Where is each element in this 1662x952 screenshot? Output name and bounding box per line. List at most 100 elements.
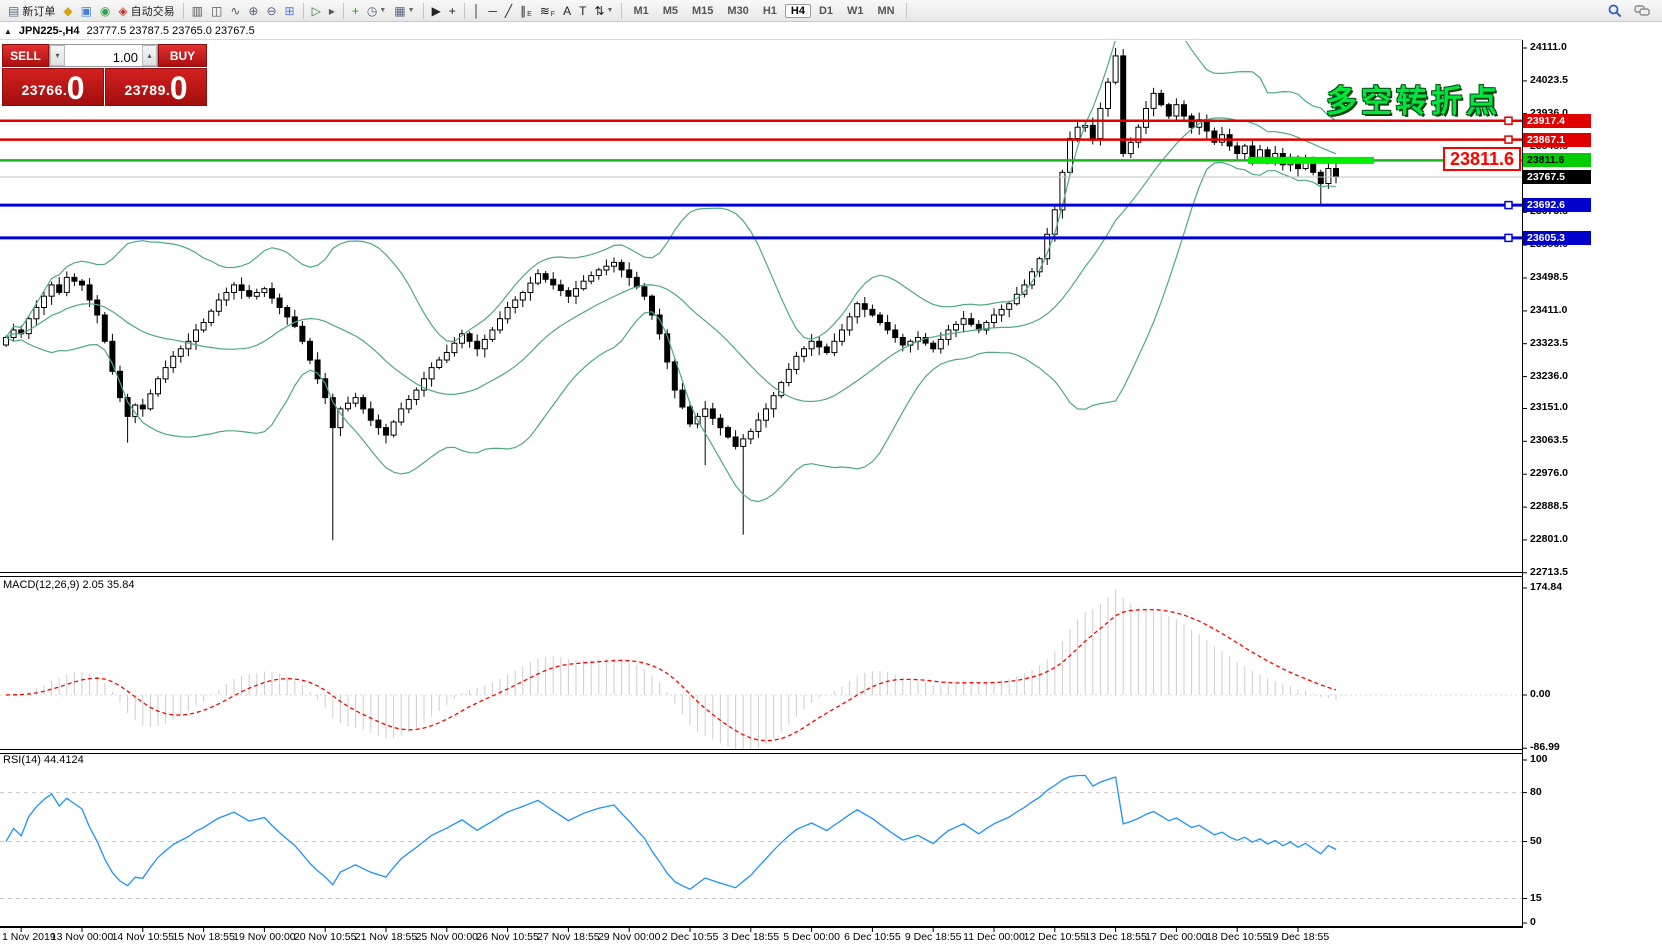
chart-shift-icon: ▸: [328, 3, 335, 18]
macd-tick-label: 0.00: [1530, 688, 1551, 700]
timeframe-toolbar: M1 M5 M15 M30 H1 H4 D1 W1 MN: [626, 2, 910, 19]
timeframe-d1[interactable]: D1: [818, 4, 833, 17]
icon-subscript: E: [527, 10, 532, 18]
one-click-trading-widget: SELL ▾ ▴ BUY 23766.0 23789.0: [2, 44, 207, 106]
time-tick-label: 6 Dec 10:55: [844, 931, 901, 943]
volume-input[interactable]: [65, 45, 142, 66]
timeframe-m1[interactable]: M1: [633, 4, 649, 17]
timeframe-w1[interactable]: W1: [847, 4, 864, 17]
new-order-button[interactable]: ▤ 新订单: [5, 2, 58, 20]
rsi-indicator-label: RSI(14) 44.4124: [3, 754, 84, 766]
templates-button[interactable]: ▦ ▼: [391, 2, 417, 20]
search-icon[interactable]: [1608, 4, 1622, 18]
arrows-button[interactable]: ⇅ ▼: [591, 2, 616, 20]
symbol-timeframe-label: JPN225-,H4: [18, 25, 80, 37]
trendline-icon: ╱: [504, 3, 513, 18]
volume-decrease-button[interactable]: ▾: [50, 45, 65, 66]
journal-icon[interactable]: ◆: [60, 2, 75, 20]
text-label-icon: T: [579, 3, 587, 18]
price-level-callout: 23811.6: [1443, 147, 1521, 171]
zoom-in-button[interactable]: ⊕: [245, 2, 261, 20]
toolbar-separator: [422, 2, 424, 19]
vertical-line-button[interactable]: │: [470, 2, 484, 20]
time-tick-label: 25 Nov 00:00: [415, 931, 479, 943]
signals-icon[interactable]: ◉: [97, 2, 113, 20]
chat-icon[interactable]: [1634, 4, 1650, 18]
auto-trading-button[interactable]: ◈ 自动交易: [115, 2, 177, 20]
collapse-panel-icon[interactable]: ▲: [4, 26, 12, 36]
zoom-in-icon: ⊕: [248, 3, 259, 18]
sell-button[interactable]: SELL: [2, 44, 49, 67]
crosshair-button[interactable]: +: [446, 2, 459, 20]
sell-price-display[interactable]: 23766. 0: [2, 68, 104, 106]
price-tick-label: 23151.0: [1530, 401, 1568, 414]
timeframe-mn[interactable]: MN: [877, 4, 895, 17]
price-line-label: 23867.1: [1523, 132, 1591, 147]
timeframe-h4[interactable]: H4: [784, 3, 811, 18]
time-tick-label: 9 Dec 18:55: [904, 931, 962, 943]
text-label-button[interactable]: T: [576, 2, 589, 20]
time-tick-label: 5 Dec 00:00: [783, 931, 840, 943]
price-tick-label: 22713.5: [1530, 565, 1568, 578]
price-tick-label: 24023.5: [1530, 73, 1568, 86]
fibonacci-button[interactable]: ≋ F: [537, 2, 558, 20]
horizontal-line-icon: ─: [488, 3, 497, 18]
zoom-out-button[interactable]: ⊖: [263, 2, 279, 20]
candlestick-chart-button[interactable]: ◫: [208, 2, 225, 20]
auto-scroll-button[interactable]: ▷: [309, 2, 324, 20]
ohlc-values: 23777.5 23787.5 23765.0 23767.5: [86, 25, 255, 37]
buy-button[interactable]: BUY: [158, 44, 207, 67]
crosshair-icon: +: [448, 3, 456, 18]
toolbar-separator: [905, 2, 907, 19]
price-tick-label: 22888.5: [1530, 500, 1568, 513]
line-chart-button[interactable]: ∿: [227, 2, 243, 20]
equidistant-channel-button[interactable]: ∥ E: [517, 2, 535, 20]
chart-shift-button[interactable]: ▸: [326, 2, 338, 20]
time-tick-label: 26 Nov 10:55: [476, 931, 539, 943]
publisher-icon[interactable]: ▣: [78, 2, 95, 20]
tile-windows-icon: ⊞: [284, 3, 295, 18]
time-tick-label: 15 Nov 18:55: [172, 931, 235, 943]
price-tick-label: 23498.5: [1530, 271, 1568, 283]
trendline-button[interactable]: ╱: [502, 2, 515, 20]
time-tick-label: 1 Nov 2019: [2, 931, 56, 943]
toolbar-buttons-group: ▤ 新订单 ◆ ▣ ◉ ◈ 自动交易 ▥ ◫ ∿ ⊕ ⊖ ⊞ ▷ ▸ + ◷ ▼ ▦ ▼ ▶ + │ ─ ╱ ∥ E ≋ F A T ⇅ ▼: [4, 2, 626, 20]
timeframe-m5[interactable]: M5: [662, 4, 678, 17]
cursor-button[interactable]: ▶: [429, 2, 444, 20]
horizontal-line-button[interactable]: ─: [485, 2, 500, 20]
timeframe-h1[interactable]: H1: [762, 4, 777, 17]
templates-icon: ▦: [394, 3, 406, 18]
timeframe-m15[interactable]: M15: [692, 4, 714, 17]
auto-trading-icon: ◈: [118, 3, 128, 18]
text-icon: A: [563, 3, 572, 18]
text-button[interactable]: A: [560, 2, 574, 20]
publisher-icon-icon: ▣: [80, 3, 92, 18]
time-tick-label: 11 Dec 00:00: [963, 931, 1025, 943]
line-chart-icon: ∿: [230, 3, 241, 18]
dropdown-caret-icon: ▼: [407, 7, 415, 14]
indicators-add-button[interactable]: +: [349, 2, 362, 20]
bar-chart-button[interactable]: ▥: [189, 2, 206, 20]
price-line-label: 23692.6: [1523, 198, 1591, 213]
tile-windows-button[interactable]: ⊞: [282, 2, 298, 20]
time-tick-label: 2 Dec 10:55: [661, 931, 719, 943]
macd-tick-label: -86.99: [1530, 741, 1560, 754]
price-tick-label: 23323.5: [1530, 336, 1568, 349]
price-tick-label: 23411.0: [1530, 303, 1568, 316]
buy-price-dot: .: [165, 82, 170, 98]
sell-price-dot: .: [62, 82, 67, 98]
vertical-line-icon: │: [472, 3, 481, 18]
periods-clock-button[interactable]: ◷ ▼: [364, 2, 389, 20]
price-line-label: 23605.3: [1523, 230, 1591, 245]
volume-increase-button[interactable]: ▴: [142, 45, 157, 66]
zoom-out-icon: ⊖: [266, 3, 277, 18]
macd-tick-label: 174.84: [1530, 580, 1563, 593]
buy-price-display[interactable]: 23789. 0: [105, 68, 207, 106]
new-order-icon: ▤: [8, 3, 20, 18]
time-tick-label: 18 Dec 10:55: [1205, 931, 1269, 943]
price-tick-label: 23236.0: [1530, 369, 1568, 382]
timeframe-m30[interactable]: M30: [727, 4, 749, 17]
